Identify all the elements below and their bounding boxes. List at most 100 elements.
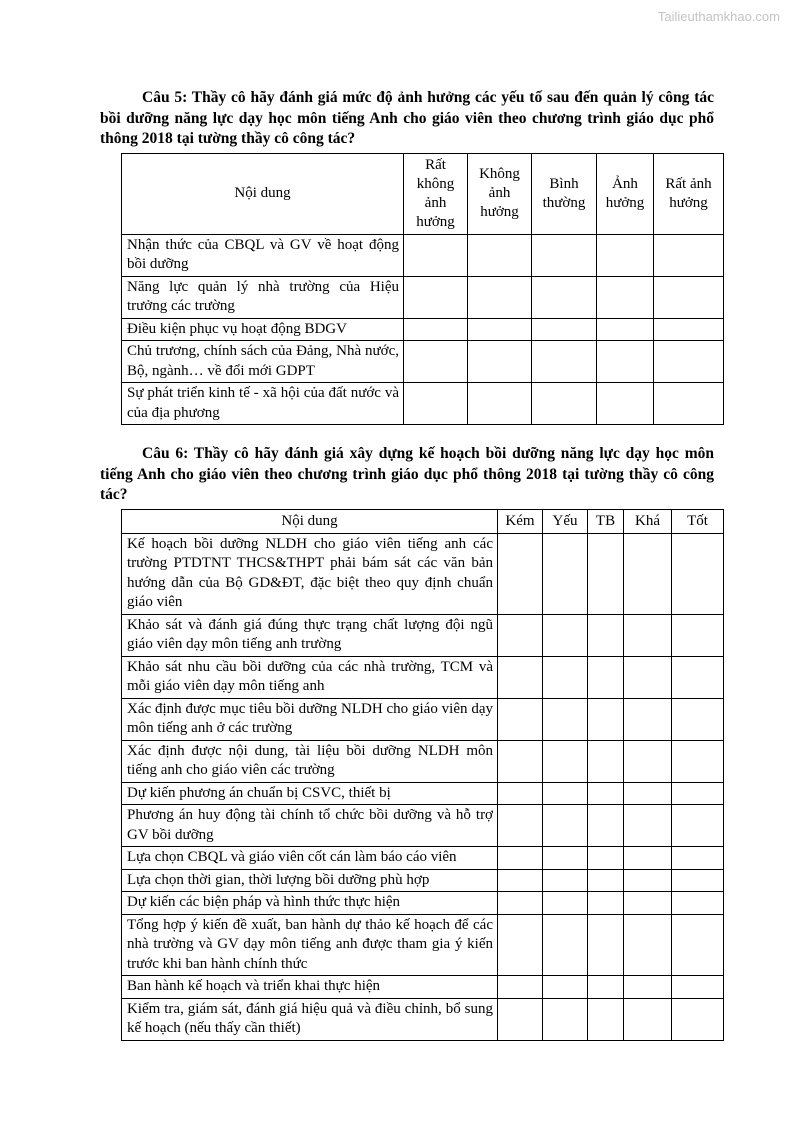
rating-cell [403,382,468,425]
row-label: Khảo sát và đánh giá đúng thực trạng chấ… [121,613,498,657]
rating-cell [467,275,532,319]
rating-cell [542,997,588,1041]
rating-cell [653,233,724,277]
rating-cell [671,891,724,915]
rating-cell [542,868,588,892]
rating-cell [542,697,588,741]
rating-cell [623,613,672,657]
table-row: Phương án huy động tài chính tổ chức bồi… [121,804,724,847]
row-label: Ban hành kế hoạch và triển khai thực hiệ… [121,975,498,999]
rating-cell [596,233,654,277]
rating-cell [671,655,724,699]
table-row: Chủ trương, chính sách của Đảng, Nhà nướ… [121,340,724,383]
rating-cell [531,340,597,383]
rating-cell [671,781,724,805]
rating-cell [403,317,468,341]
rating-cell [497,532,543,615]
column-header-rating: Khá [623,508,672,534]
rating-cell [467,233,532,277]
question5-title: Câu 5: Thầy cô hãy đánh giá mức độ ảnh h… [100,89,714,147]
column-header-rating: Kém [497,508,543,534]
rating-cell [587,913,624,976]
rating-cell [587,655,624,699]
header-row: Nội dung Kém Yếu TB Khá Tốt [121,508,724,534]
rating-cell [596,340,654,383]
table-row: Sự phát triển kinh tế - xã hội của đất n… [121,382,724,425]
rating-cell [542,613,588,657]
table-row: Lựa chọn CBQL và giáo viên cốt cán làm b… [121,846,724,870]
rating-cell [671,697,724,741]
rating-cell [542,739,588,783]
row-label: Xác định được nội dung, tài liệu bồi dưỡ… [121,739,498,783]
table-row: Năng lực quản lý nhà trường của Hiệu trư… [121,275,724,319]
column-header-rating: Rất không ảnh hưởng [403,152,468,235]
table-row: Dự kiến các biện pháp và hình thức thực … [121,891,724,915]
rating-cell [497,781,543,805]
rating-cell [596,317,654,341]
rating-cell [587,997,624,1041]
rating-cell [497,891,543,915]
column-header-rating: Không ảnh hưởng [467,152,532,235]
rating-cell [653,275,724,319]
table-row: Xác định được mục tiêu bồi dưỡng NLDH ch… [121,697,724,741]
rating-cell [531,233,597,277]
rating-cell [542,781,588,805]
rating-cell [542,913,588,976]
row-label: Chủ trương, chính sách của Đảng, Nhà nướ… [121,340,404,383]
rating-cell [671,868,724,892]
rating-cell [587,868,624,892]
column-header-rating: Tốt [671,508,724,534]
row-label: Kế hoạch bồi dưỡng NLDH cho giáo viên ti… [121,532,498,615]
rating-cell [671,997,724,1041]
rating-cell [542,804,588,847]
rating-cell [596,382,654,425]
rating-cell [671,532,724,615]
column-header-content: Nội dung [121,152,404,235]
table-row: Tổng hợp ý kiến đề xuất, ban hành dự thả… [121,913,724,976]
rating-cell [497,739,543,783]
rating-cell [403,233,468,277]
rating-cell [497,697,543,741]
rating-cell [542,891,588,915]
rating-cell [587,739,624,783]
rating-cell [403,275,468,319]
row-label: Dự kiến các biện pháp và hình thức thực … [121,891,498,915]
row-label: Xác định được mục tiêu bồi dưỡng NLDH ch… [121,697,498,741]
column-header-rating: Ảnh hưởng [596,152,654,235]
row-label: Lựa chọn CBQL và giáo viên cốt cán làm b… [121,846,498,870]
question5-table: Nội dung Rất không ảnh hưởng Không ảnh hưở… [121,152,724,425]
rating-cell [623,975,672,999]
rating-cell [531,317,597,341]
rating-cell [467,317,532,341]
rating-cell [587,975,624,999]
rating-cell [671,613,724,657]
table-row: Nhận thức của CBQL và GV về hoạt động bồ… [121,233,724,277]
row-label: Nhận thức của CBQL và GV về hoạt động bồ… [121,233,404,277]
rating-cell [542,975,588,999]
rating-cell [542,655,588,699]
table-row: Kiểm tra, giám sát, đánh giá hiệu quả và… [121,997,724,1041]
rating-cell [542,532,588,615]
rating-cell [623,891,672,915]
rating-cell [623,697,672,741]
rating-cell [671,913,724,976]
rating-cell [653,317,724,341]
table-row: Kế hoạch bồi dưỡng NLDH cho giáo viên ti… [121,532,724,615]
column-header-content: Nội dung [121,508,498,534]
rating-cell [623,739,672,783]
rating-cell [497,868,543,892]
rating-cell [623,804,672,847]
table-row: Lựa chọn thời gian, thời lượng bồi dưỡng… [121,868,724,892]
row-label: Tổng hợp ý kiến đề xuất, ban hành dự thả… [121,913,498,976]
rating-cell [623,846,672,870]
rating-cell [497,846,543,870]
rating-cell [596,275,654,319]
rating-cell [403,340,468,383]
row-label: Điều kiện phục vụ hoạt động BDGV [121,317,404,341]
table-row: Điều kiện phục vụ hoạt động BDGV [121,317,724,341]
table-row: Dự kiến phương án chuẩn bị CSVC, thiết b… [121,781,724,805]
rating-cell [531,382,597,425]
rating-cell [671,975,724,999]
row-label: Lựa chọn thời gian, thời lượng bồi dưỡng… [121,868,498,892]
